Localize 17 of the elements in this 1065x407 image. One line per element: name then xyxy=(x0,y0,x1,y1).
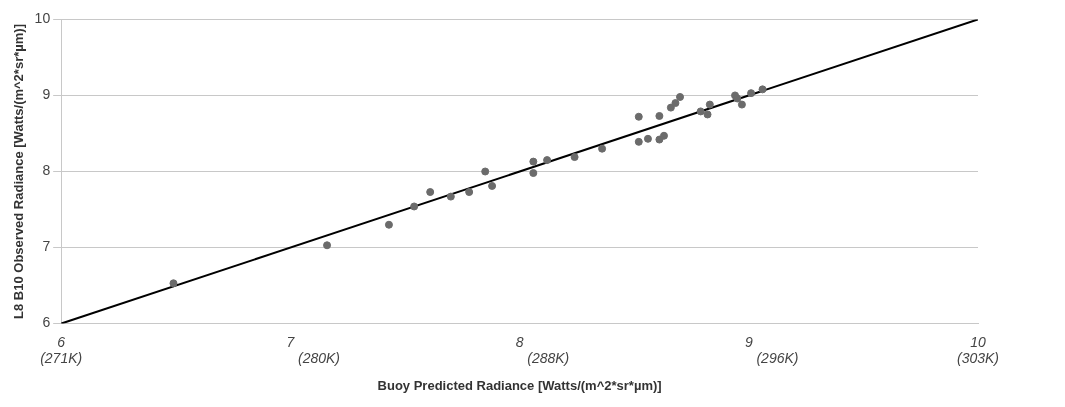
x-axis-title: Buoy Predicted Radiance [Watts/(m^2*sr*µm)] xyxy=(377,377,662,393)
x-tick-label: 8 xyxy=(515,333,524,350)
x-tick-label: 10 xyxy=(970,333,986,350)
x2-tick-label: (271K) xyxy=(40,350,83,367)
y-tick-label: 7 xyxy=(42,238,51,255)
x-tick-label: 9 xyxy=(744,333,753,350)
x2-tick-label: (288K) xyxy=(527,350,570,367)
x2-tick-label: (280K) xyxy=(298,350,341,367)
y-tick-label: 6 xyxy=(42,314,51,331)
x-tick-label: 6 xyxy=(57,333,66,350)
x2-tick-label: (296K) xyxy=(756,350,799,367)
y-axis-title: L8 B10 Observed Radiance [Watts/(m^2*sr*µm)] xyxy=(11,24,27,319)
y-tick-label: 10 xyxy=(34,10,51,27)
x-tick-label: 7 xyxy=(286,333,296,350)
y-tick-label: 9 xyxy=(42,86,51,103)
x2-tick-label: (303K) xyxy=(956,350,1000,367)
y-tick-label: 8 xyxy=(42,162,51,179)
